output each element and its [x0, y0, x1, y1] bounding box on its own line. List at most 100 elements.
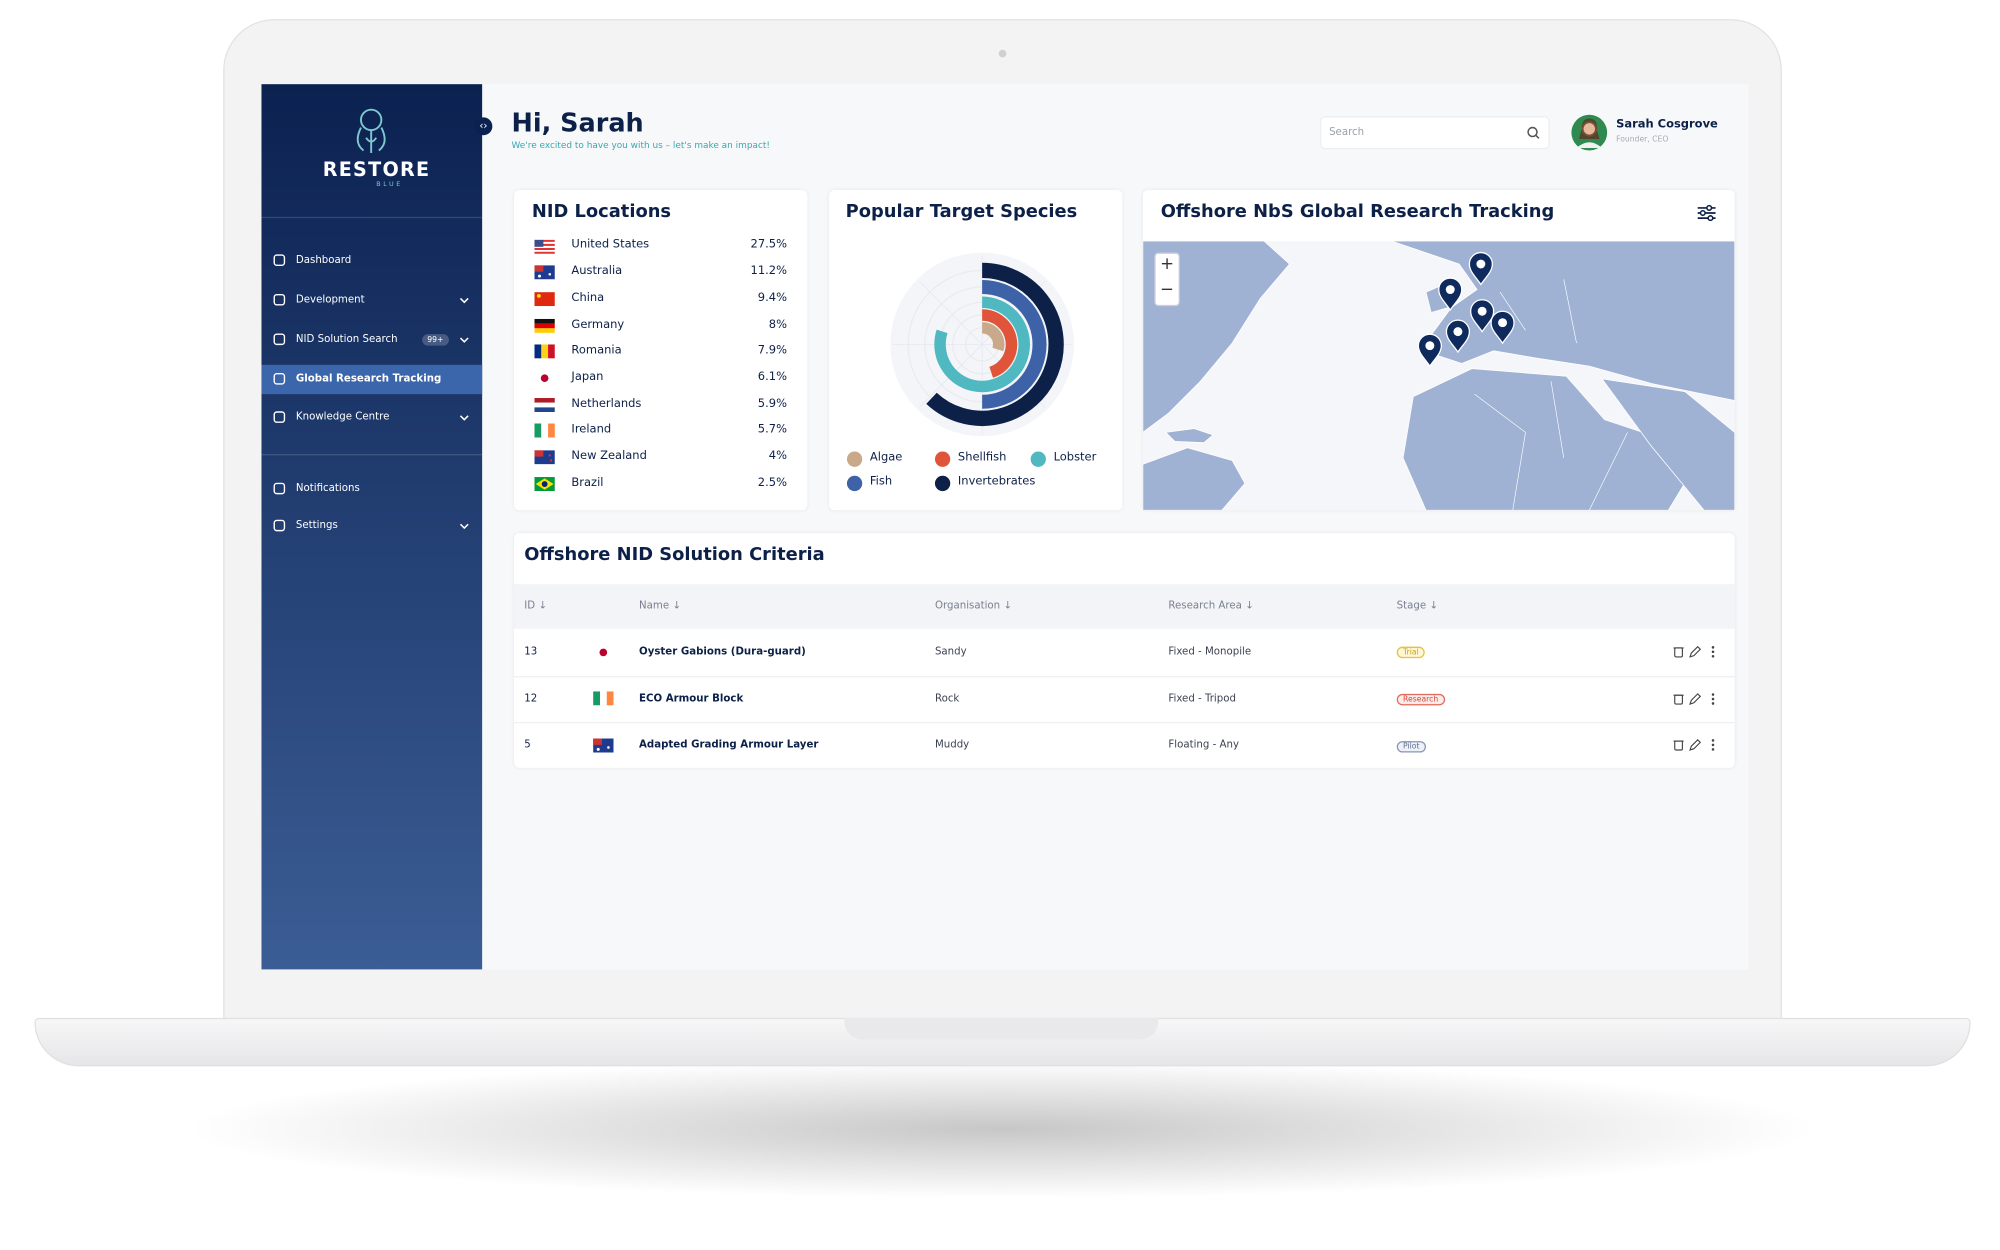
- filter-icon[interactable]: [1696, 204, 1716, 222]
- locations-card: [514, 190, 808, 511]
- radial-bar: [926, 262, 1064, 427]
- nav-item[interactable]: Knowledge Centre: [295, 410, 390, 423]
- chevron: [459, 337, 469, 343]
- zoom-out[interactable]: −: [1160, 280, 1175, 300]
- divider: [261, 454, 483, 456]
- greeting: Hi, Sarah: [511, 107, 644, 138]
- map-pin[interactable]: [1438, 277, 1463, 312]
- nav-icon: [273, 519, 286, 532]
- search-placeholder: Search: [1329, 126, 1365, 138]
- table-header-row: [514, 584, 1735, 629]
- greeting-subtitle: We're excited to have you with us – let'…: [511, 140, 770, 151]
- map-pin[interactable]: [1445, 319, 1471, 354]
- country-share: 8%: [768, 318, 787, 332]
- row-actions: [1673, 645, 1715, 658]
- country-name: Japan: [571, 371, 604, 384]
- nav-item[interactable]: Notifications: [295, 482, 360, 494]
- pin-body: [1490, 310, 1515, 345]
- pin-body: [1417, 333, 1442, 368]
- country-share: 27.5%: [750, 239, 787, 252]
- map-pin[interactable]: [1490, 310, 1515, 345]
- country-name: Australia: [571, 265, 623, 279]
- nav-item[interactable]: Settings: [295, 519, 338, 531]
- nav-item[interactable]: Development: [295, 293, 365, 305]
- avatar[interactable]: [1570, 114, 1608, 152]
- legend-swatch: [934, 451, 951, 467]
- cell-research-area: Fixed - Monopile: [1168, 645, 1252, 657]
- search-icon: [1527, 126, 1540, 139]
- camera: [998, 49, 1007, 58]
- flag: [534, 476, 555, 491]
- stage-pill: Trial: [1396, 647, 1426, 659]
- flag: [534, 239, 555, 254]
- legend-swatch: [846, 475, 863, 492]
- pin-dot: [1453, 327, 1463, 337]
- country-share: 2.5%: [757, 476, 787, 490]
- legend-label: Invertebrates: [957, 476, 1036, 490]
- row-divider: [514, 675, 1735, 677]
- country-share: 7.9%: [757, 344, 787, 358]
- radial-bar: [934, 296, 1030, 393]
- user-name: Sarah Cosgrove: [1616, 118, 1718, 132]
- divider: [261, 216, 483, 219]
- radial-bar: [981, 322, 1005, 352]
- flag: [534, 450, 555, 465]
- row-actions: [1673, 692, 1715, 705]
- chevron: [459, 297, 469, 304]
- nav-item[interactable]: Dashboard: [295, 253, 352, 266]
- nav-item[interactable]: NID Solution Search: [295, 332, 398, 345]
- row-divider: [514, 722, 1735, 724]
- flag: [534, 371, 555, 386]
- legend-swatch: [1030, 451, 1046, 467]
- search-box[interactable]: Search: [1320, 116, 1550, 150]
- cell-research-area: Fixed - Tripod: [1168, 692, 1236, 704]
- stage-pill: Pilot: [1396, 740, 1426, 753]
- table-header[interactable]: ID ↓: [524, 599, 547, 612]
- pin-dot: [1425, 341, 1435, 351]
- nav-icon: [273, 333, 286, 346]
- nav-icon: [273, 293, 286, 306]
- card-title: Offshore NbS Global Research Tracking: [1160, 201, 1555, 222]
- pin-dot: [1445, 285, 1455, 295]
- map-pin[interactable]: [1468, 251, 1493, 286]
- table-header[interactable]: Name ↓: [639, 599, 681, 612]
- legend-label: Lobster: [1053, 452, 1097, 465]
- brand-logo: [356, 108, 386, 154]
- pin-dot: [1477, 306, 1487, 316]
- cell-name[interactable]: ECO Armour Block: [639, 692, 744, 704]
- legend-label: Shellfish: [957, 452, 1007, 465]
- chevron: [459, 415, 469, 421]
- country-name: Ireland: [571, 423, 612, 437]
- user-role: Founder, CEO: [1616, 135, 1669, 145]
- chevron: [459, 523, 469, 530]
- table-header[interactable]: Organisation ↓: [934, 599, 1012, 612]
- laptop-notch: [844, 1017, 1159, 1040]
- laptop-shadow: [178, 1058, 1824, 1199]
- cell-name[interactable]: Oyster Gabions (Dura-guard): [639, 645, 806, 657]
- map-pin[interactable]: [1417, 333, 1442, 368]
- zoom-in[interactable]: +: [1160, 255, 1175, 275]
- table-title: Offshore NID Solution Criteria: [524, 544, 825, 566]
- nav-item[interactable]: Global Research Tracking: [295, 372, 442, 384]
- table-header[interactable]: Stage ↓: [1396, 599, 1438, 612]
- collapse-button[interactable]: ‹›: [474, 117, 493, 136]
- cell-organisation: Rock: [934, 692, 960, 704]
- cell-id: 13: [524, 645, 538, 657]
- country-share: 11.2%: [750, 265, 787, 279]
- table-header[interactable]: Research Area ↓: [1168, 599, 1254, 612]
- flag: [534, 265, 555, 280]
- table-card: [514, 533, 1735, 768]
- sidebar: [261, 84, 483, 970]
- legend-label: Algae: [869, 452, 903, 465]
- nav-icon: [273, 373, 286, 385]
- card-title: NID Locations: [531, 201, 672, 222]
- flag: [593, 644, 614, 659]
- cell-name[interactable]: Adapted Grading Armour Layer: [639, 739, 819, 751]
- country-name: Netherlands: [571, 397, 642, 411]
- legend-swatch: [846, 451, 863, 467]
- country-name: Germany: [571, 318, 625, 332]
- cell-organisation: Sandy: [934, 645, 967, 657]
- country-share: 5.9%: [757, 397, 787, 411]
